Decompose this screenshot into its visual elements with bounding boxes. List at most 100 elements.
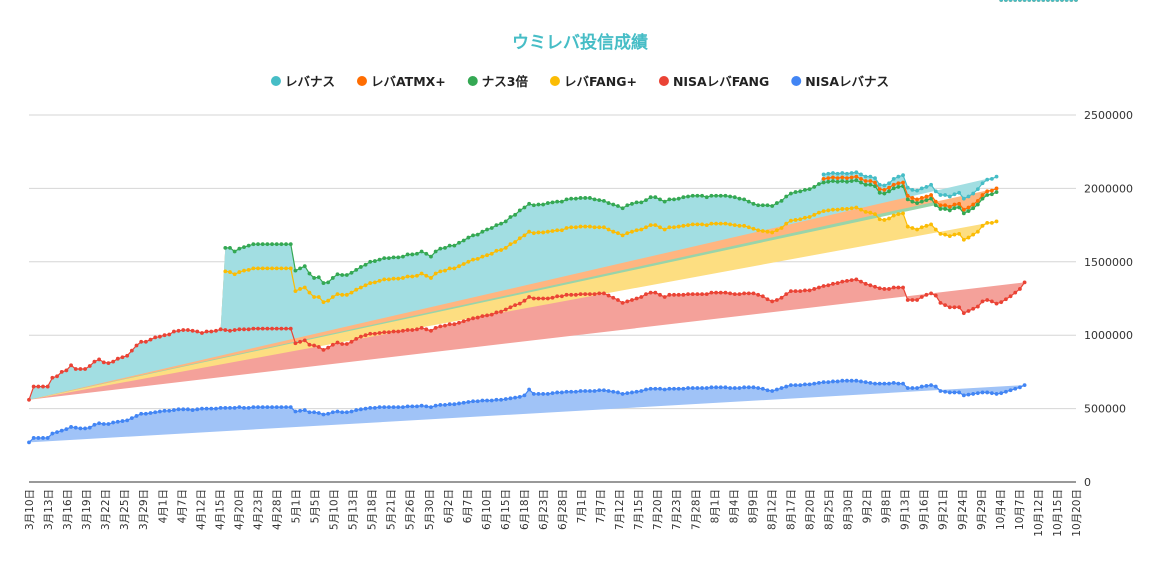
data-point [746, 291, 751, 296]
data-point [1018, 0, 1022, 2]
data-point [485, 253, 489, 258]
data-point [471, 399, 475, 404]
data-point [1008, 0, 1013, 2]
data-point [55, 430, 59, 434]
data-point [784, 221, 789, 226]
legend-item: ナス3倍 [467, 74, 528, 89]
data-point [274, 242, 279, 247]
data-point [569, 196, 574, 201]
data-point [882, 187, 887, 192]
data-point [410, 328, 415, 332]
data-point [690, 193, 695, 198]
data-point [410, 252, 415, 257]
area-NISAレバFANG [29, 279, 1025, 400]
data-point [812, 185, 817, 189]
data-point [27, 440, 31, 445]
data-point [709, 290, 714, 295]
data-point [69, 363, 73, 368]
data-point [330, 295, 335, 299]
data-point [50, 431, 55, 436]
data-point [854, 277, 859, 282]
data-point [611, 202, 616, 207]
data-point [45, 436, 50, 440]
data-point [181, 407, 186, 412]
data-point [429, 405, 433, 410]
data-point [947, 208, 952, 213]
data-point [391, 405, 396, 410]
area-レバFANG+ [29, 207, 997, 400]
data-point [218, 327, 223, 332]
data-point [597, 198, 602, 203]
data-point [863, 179, 868, 183]
data-point [891, 381, 896, 385]
data-point [410, 274, 415, 279]
data-point [854, 205, 859, 210]
data-point [513, 240, 518, 244]
x-tick-label: 7月7日 [595, 489, 607, 523]
data-point [1055, 0, 1060, 2]
data-point [204, 406, 209, 411]
data-point [845, 171, 849, 176]
data-point [260, 266, 265, 271]
data-point [587, 196, 592, 200]
data-point [821, 209, 826, 214]
data-point [256, 405, 260, 410]
data-point [1022, 280, 1027, 285]
data-point [882, 287, 887, 291]
data-point [293, 268, 298, 273]
data-point [1013, 386, 1018, 391]
data-point [966, 235, 971, 240]
data-point [368, 331, 373, 336]
data-point [92, 359, 97, 364]
data-point [859, 180, 863, 185]
data-point [788, 289, 793, 294]
y-tick-label: 500000 [1084, 403, 1126, 416]
data-point [307, 410, 312, 415]
data-point [966, 209, 971, 214]
data-point [620, 206, 625, 211]
data-point [732, 292, 737, 296]
series-points-レバFANG+ [223, 205, 999, 305]
series-line-NISAレバナス [28, 380, 1025, 443]
data-point [171, 408, 176, 412]
data-point [186, 328, 190, 332]
data-point [284, 242, 288, 247]
data-point [508, 242, 513, 247]
data-point [111, 420, 116, 425]
data-point [765, 388, 770, 393]
x-tick-label: 4月15日 [214, 489, 226, 530]
data-point [461, 238, 466, 243]
data-point [845, 179, 849, 184]
data-point [438, 246, 443, 251]
data-point [1050, 0, 1055, 2]
series-points-NISAレバナス [27, 378, 1027, 445]
data-point [989, 299, 994, 304]
data-point [957, 305, 962, 310]
data-point [919, 295, 924, 299]
data-point [634, 228, 639, 233]
data-point [602, 291, 606, 296]
data-point [41, 436, 45, 440]
data-point [779, 226, 784, 230]
data-point [658, 225, 662, 230]
x-tick-label: 3月22日 [100, 489, 112, 530]
data-point [667, 386, 672, 391]
data-point [831, 175, 835, 180]
legend: レバナス レバATMX+ ナス3倍 レバFANG+ NISAレバFANG NISAレバナス [270, 74, 889, 89]
data-point [938, 301, 943, 305]
data-point [933, 384, 938, 389]
data-point [344, 410, 349, 415]
data-point [630, 201, 634, 206]
data-point [807, 187, 812, 192]
data-point [672, 386, 676, 391]
data-point [368, 281, 373, 285]
data-point [779, 295, 784, 300]
x-tick-label: 4月12日 [195, 489, 207, 530]
data-point [358, 265, 363, 269]
data-point [461, 319, 466, 324]
data-point [489, 226, 494, 230]
data-point [125, 353, 130, 358]
data-point [429, 254, 433, 259]
data-point [564, 197, 569, 202]
data-point [947, 305, 952, 310]
